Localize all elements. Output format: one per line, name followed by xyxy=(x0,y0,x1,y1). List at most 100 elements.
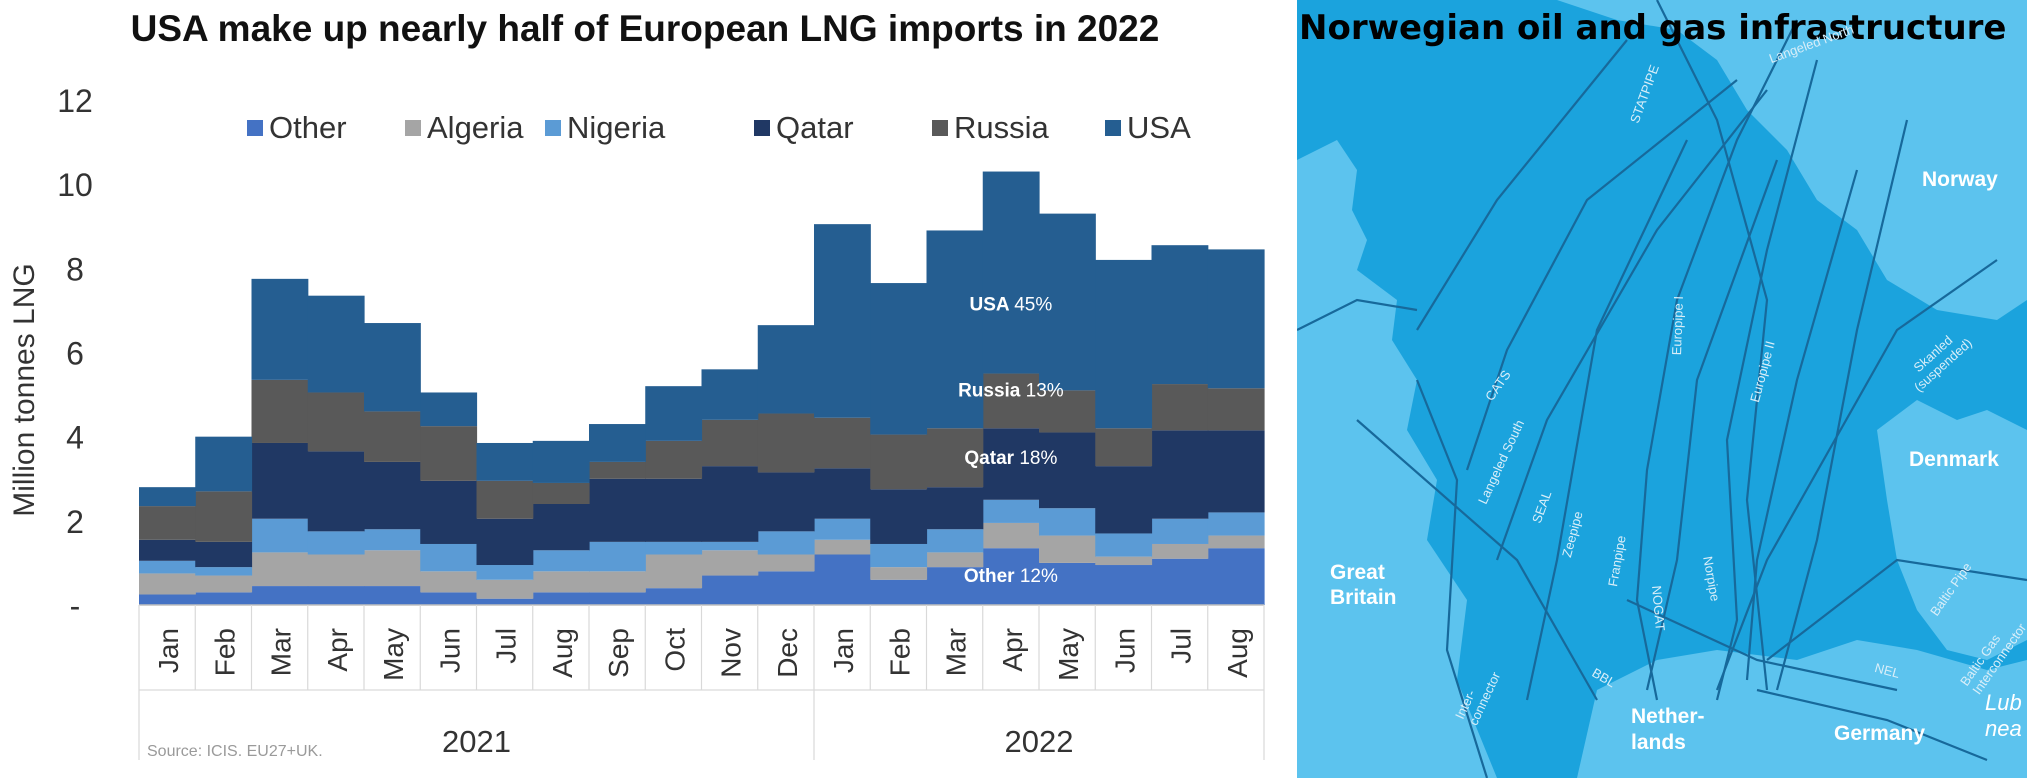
area-segment-usa-15 xyxy=(982,171,1040,374)
area-segment-usa-6 xyxy=(476,442,534,481)
area-segment-usa-14 xyxy=(926,230,984,429)
area-segment-algeria-0 xyxy=(139,573,196,595)
area-segment-usa-13 xyxy=(870,283,928,435)
area-segment-qatar-1 xyxy=(195,541,253,568)
label-netherlands-line-1: Nether- xyxy=(1631,705,1705,728)
pipe-label-europipe-1: Europipe I xyxy=(1669,295,1687,356)
area-segment-algeria-14 xyxy=(926,552,984,568)
area-segment-other-14 xyxy=(926,567,984,605)
legend-label-usa: USA xyxy=(1127,110,1191,145)
area-segment-usa-3 xyxy=(307,295,365,393)
land-great-britain xyxy=(1297,140,1497,778)
area-segment-other-7 xyxy=(532,592,590,605)
label-denmark: Denmark xyxy=(1909,448,1999,471)
area-segment-russia-16 xyxy=(1039,390,1096,433)
legend-swatch-russia xyxy=(932,120,948,136)
x-tick-label-16: May xyxy=(1053,628,1084,681)
y-tick-label-0: - xyxy=(70,588,81,624)
annotation-name-other: Other xyxy=(964,566,1020,587)
x-tick-label-3: Apr xyxy=(322,628,353,672)
label-sea-partial: Lub nea xyxy=(1985,690,2022,742)
area-segment-qatar-11 xyxy=(757,472,815,532)
y-tick-label-5: 10 xyxy=(57,167,93,203)
area-segment-other-5 xyxy=(420,592,478,605)
area-segment-qatar-0 xyxy=(139,539,196,561)
area-segment-algeria-3 xyxy=(307,554,365,587)
area-segment-usa-18 xyxy=(1151,245,1209,385)
chart-canvas: - 2 4 6 8 10 12 Million tonnes LNG Jan Feb Mar Apr M… xyxy=(8,83,1265,760)
legend-label-other: Other xyxy=(269,110,347,145)
area-segment-qatar-6 xyxy=(476,518,534,566)
label-norway: Norway xyxy=(1922,168,1998,191)
area-segment-algeria-12 xyxy=(814,539,871,555)
annotation-pct-qatar: 18% xyxy=(1019,448,1057,469)
annotation-pct-other: 12% xyxy=(1020,566,1058,587)
area-segment-nigeria-3 xyxy=(307,531,365,555)
area-segment-nigeria-10 xyxy=(701,541,759,551)
area-segment-usa-11 xyxy=(757,325,815,414)
y-tick-label-1: 2 xyxy=(66,504,84,540)
y-axis-title: Million tonnes LNG xyxy=(8,263,41,516)
area-segment-russia-11 xyxy=(757,413,815,473)
area-segment-algeria-17 xyxy=(1095,556,1153,566)
annotation-pct-usa: 45% xyxy=(1014,294,1052,315)
area-segment-russia-9 xyxy=(645,440,703,479)
annotation-pct-russia: 13% xyxy=(1026,381,1064,402)
area-segment-other-8 xyxy=(589,592,646,605)
area-segment-other-4 xyxy=(364,586,421,605)
label-sea-line-2: nea xyxy=(1985,716,2022,741)
label-great-britain-line-1: Great xyxy=(1330,561,1385,584)
x-tick-label-19: Aug xyxy=(1222,628,1253,678)
label-netherlands-line-2: lands xyxy=(1631,731,1686,754)
area-segment-russia-13 xyxy=(870,434,928,490)
area-segment-nigeria-7 xyxy=(532,550,590,572)
area-segment-russia-10 xyxy=(701,419,759,467)
x-tick-label-4: May xyxy=(378,628,409,681)
x-tick-label-5: Jun xyxy=(434,628,465,673)
area-segment-nigeria-15 xyxy=(982,499,1040,523)
area-segment-russia-17 xyxy=(1095,428,1153,467)
area-segment-other-13 xyxy=(870,579,928,605)
label-great-britain-line-2: Britain xyxy=(1330,586,1397,609)
annotation-russia: Russia 13% xyxy=(958,381,1064,402)
annotation-name-qatar: Qatar xyxy=(964,448,1019,469)
area-segment-qatar-18 xyxy=(1151,430,1209,519)
area-segment-russia-6 xyxy=(476,480,534,519)
area-segment-russia-8 xyxy=(589,461,646,479)
area-segment-qatar-16 xyxy=(1039,432,1096,509)
area-segment-algeria-4 xyxy=(364,550,421,587)
year-label-2022: 2022 xyxy=(1005,724,1074,759)
area-segment-nigeria-19 xyxy=(1207,512,1265,536)
area-segment-qatar-7 xyxy=(532,504,590,551)
area-segment-russia-14 xyxy=(926,428,984,488)
area-segment-nigeria-11 xyxy=(757,531,815,555)
area-segment-nigeria-14 xyxy=(926,529,984,553)
x-tick-label-7: Aug xyxy=(547,628,578,678)
area-segment-qatar-2 xyxy=(251,442,309,519)
x-tick-label-1: Feb xyxy=(209,628,240,676)
legend-swatch-usa xyxy=(1105,120,1121,136)
area-segment-usa-7 xyxy=(532,440,590,483)
area-segment-algeria-8 xyxy=(589,571,646,593)
y-tick-label-3: 6 xyxy=(66,336,84,372)
area-segment-usa-12 xyxy=(814,224,871,418)
area-segment-usa-9 xyxy=(645,386,703,441)
year-label-2021: 2021 xyxy=(442,724,511,759)
area-segment-algeria-11 xyxy=(757,554,815,572)
area-segment-usa-2 xyxy=(251,278,309,380)
legend-label-algeria: Algeria xyxy=(427,110,524,145)
area-segment-russia-7 xyxy=(532,482,590,504)
annotation-usa: USA 45% xyxy=(970,294,1053,315)
area-segment-other-10 xyxy=(701,575,759,605)
area-segment-nigeria-18 xyxy=(1151,518,1209,544)
x-tick-label-14: Mar xyxy=(941,628,972,676)
area-segment-nigeria-16 xyxy=(1039,508,1096,536)
x-tick-label-9: Oct xyxy=(659,628,690,672)
x-tick-label-11: Dec xyxy=(772,628,803,678)
area-segment-other-6 xyxy=(476,598,534,605)
lng-imports-chart: USA make up nearly half of European LNG … xyxy=(8,8,1265,760)
area-segment-qatar-5 xyxy=(420,480,478,544)
area-segment-algeria-7 xyxy=(532,571,590,593)
area-segment-algeria-15 xyxy=(982,522,1040,549)
annotation-qatar: Qatar 18% xyxy=(964,448,1057,469)
